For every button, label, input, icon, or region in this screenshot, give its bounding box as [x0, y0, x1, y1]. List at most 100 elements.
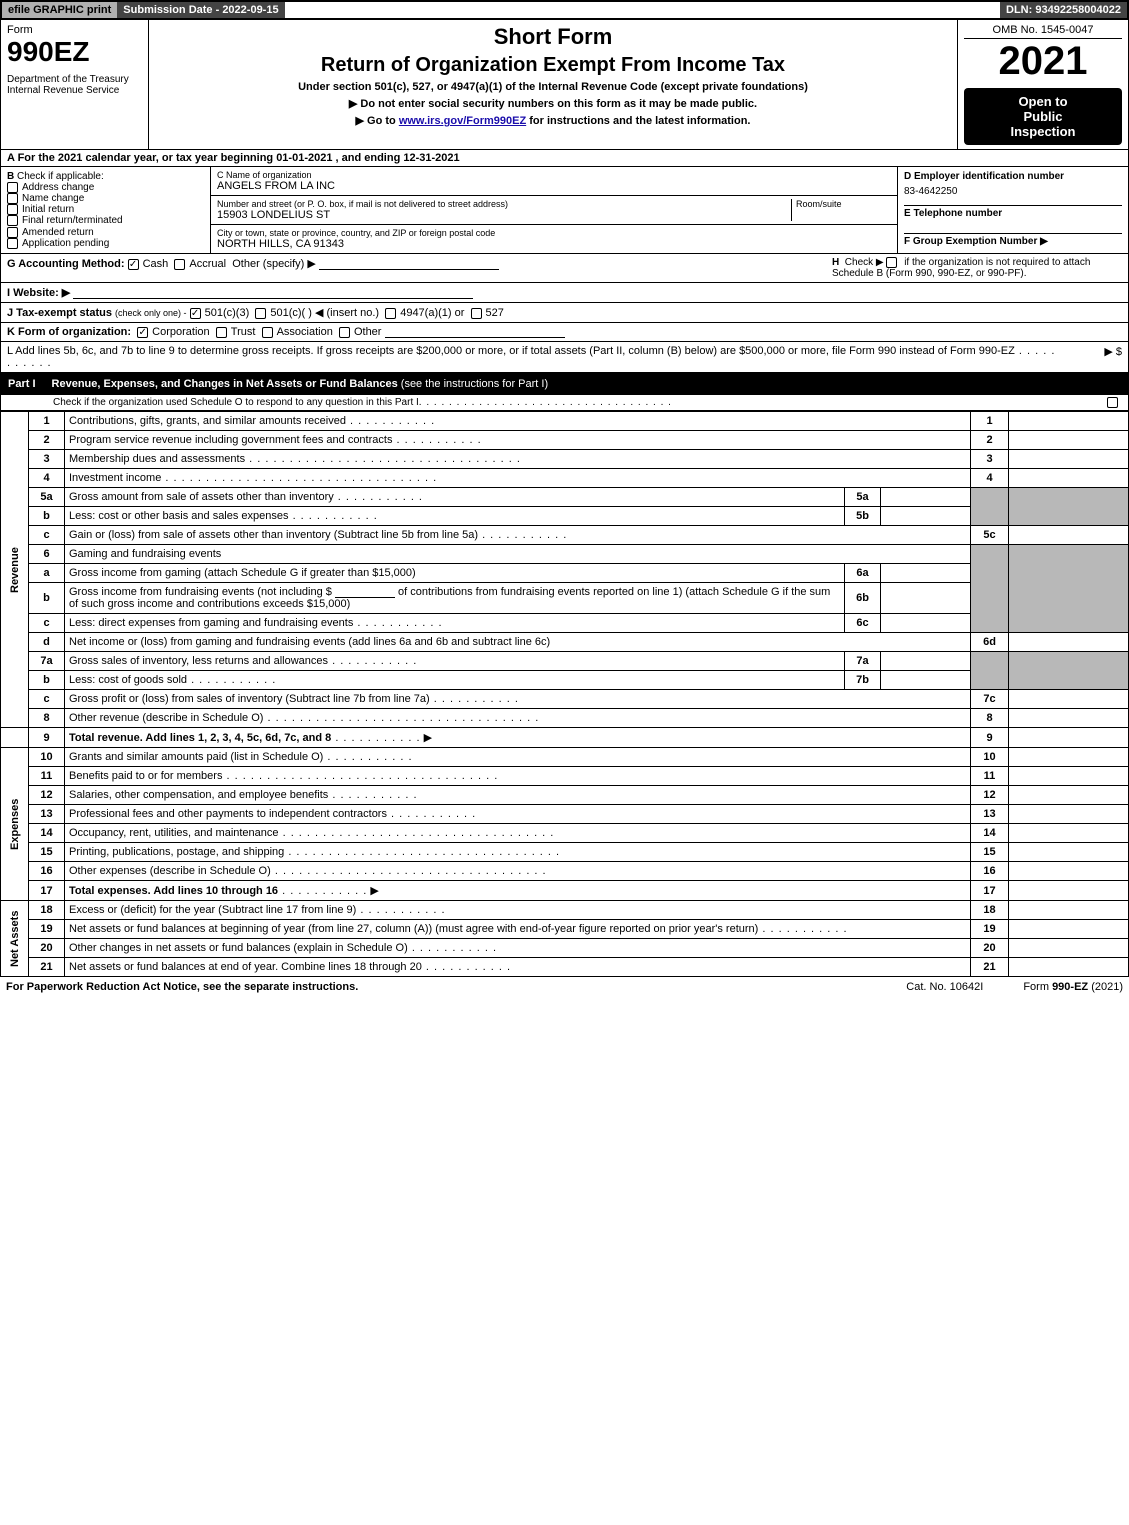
- sub-line-amount[interactable]: [881, 652, 971, 671]
- line-amount[interactable]: [1009, 690, 1129, 709]
- sub-line-num: 6a: [845, 564, 881, 583]
- submission-date-button[interactable]: Submission Date - 2022-09-15: [117, 2, 284, 18]
- goto-link[interactable]: www.irs.gov/Form990EZ: [399, 115, 526, 127]
- line-amount[interactable]: [1009, 633, 1129, 652]
- section-a-tax-year: A For the 2021 calendar year, or tax yea…: [0, 150, 1129, 167]
- line-6b-blank[interactable]: [335, 586, 395, 598]
- section-b-check-label: Check if applicable:: [17, 171, 104, 182]
- sub-line-amount[interactable]: [881, 671, 971, 690]
- checkbox-trust[interactable]: [216, 327, 227, 338]
- checkbox-amended-return[interactable]: [7, 227, 18, 238]
- sub-line-amount[interactable]: [881, 488, 971, 507]
- org-name-cell: C Name of organization ANGELS FROM LA IN…: [211, 167, 897, 196]
- checkbox-association[interactable]: [262, 327, 273, 338]
- line-amount[interactable]: [1009, 412, 1129, 431]
- checkbox-4947[interactable]: [385, 308, 396, 319]
- sub-line-amount[interactable]: [881, 507, 971, 526]
- opt-501c3: 501(c)(3): [205, 307, 250, 319]
- line-text-span: Benefits paid to or for members: [69, 770, 222, 782]
- line-amount[interactable]: [1009, 767, 1129, 786]
- checkbox-h[interactable]: [886, 257, 897, 268]
- line-num: 7a: [29, 652, 65, 671]
- line-amount[interactable]: [1009, 709, 1129, 728]
- sub-line-amount[interactable]: [881, 564, 971, 583]
- line-amount[interactable]: [1009, 958, 1129, 977]
- line-amount[interactable]: [1009, 862, 1129, 881]
- line-text: Printing, publications, postage, and shi…: [65, 843, 971, 862]
- line-amount[interactable]: [1009, 901, 1129, 920]
- sub-line-amount[interactable]: [881, 614, 971, 633]
- ssn-warning: ▶ Do not enter social security numbers o…: [155, 97, 951, 110]
- line-amount[interactable]: [1009, 431, 1129, 450]
- line-amount[interactable]: [1009, 843, 1129, 862]
- checkbox-schedule-o[interactable]: [1107, 397, 1118, 408]
- line-text: Gross amount from sale of assets other t…: [65, 488, 845, 507]
- line-text: Salaries, other compensation, and employ…: [65, 786, 971, 805]
- checkbox-final-return[interactable]: [7, 215, 18, 226]
- part-i-title-suffix: (see the instructions for Part I): [401, 378, 548, 390]
- sub-line-amount[interactable]: [881, 583, 971, 614]
- line-amount[interactable]: [1009, 805, 1129, 824]
- footer-right-suffix: (2021): [1088, 981, 1123, 993]
- line-amount[interactable]: [1009, 748, 1129, 767]
- other-org-input[interactable]: [385, 326, 565, 338]
- table-row: 8 Other revenue (describe in Schedule O)…: [1, 709, 1129, 728]
- sub-line-num: 6c: [845, 614, 881, 633]
- line-amount[interactable]: [1009, 450, 1129, 469]
- line-num: 21: [29, 958, 65, 977]
- checkbox-initial-return[interactable]: [7, 204, 18, 215]
- line-amount[interactable]: [1009, 728, 1129, 748]
- sections-bcd: B Check if applicable: Address change Na…: [0, 167, 1129, 254]
- table-row: b Gross income from fundraising events (…: [1, 583, 1129, 614]
- line-right-num: 18: [971, 901, 1009, 920]
- website-input[interactable]: [73, 287, 473, 299]
- line-right-num: 14: [971, 824, 1009, 843]
- checkbox-527[interactable]: [471, 308, 482, 319]
- table-row: 9 Total revenue. Add lines 1, 2, 3, 4, 5…: [1, 728, 1129, 748]
- table-row: Expenses 10 Grants and similar amounts p…: [1, 748, 1129, 767]
- goto-prefix: ▶ Go to: [356, 115, 399, 127]
- dots-icon: [245, 453, 521, 465]
- line-right-num: 13: [971, 805, 1009, 824]
- opt-name-change: Name change: [22, 193, 84, 204]
- line-num: b: [29, 507, 65, 526]
- checkbox-name-change[interactable]: [7, 193, 18, 204]
- line-text: Gross sales of inventory, less returns a…: [65, 652, 845, 671]
- line-amount[interactable]: [1009, 881, 1129, 901]
- j-label: J Tax-exempt status: [7, 307, 112, 319]
- table-row: 3 Membership dues and assessments 3: [1, 450, 1129, 469]
- line-amount[interactable]: [1009, 824, 1129, 843]
- line-amount[interactable]: [1009, 939, 1129, 958]
- checkbox-501c[interactable]: [255, 308, 266, 319]
- line-amount[interactable]: [1009, 920, 1129, 939]
- checkbox-application-pending[interactable]: [7, 238, 18, 249]
- checkbox-501c3[interactable]: [190, 308, 201, 319]
- checkbox-corporation[interactable]: [137, 327, 148, 338]
- line-amount[interactable]: [1009, 786, 1129, 805]
- table-row: 5a Gross amount from sale of assets othe…: [1, 488, 1129, 507]
- line-text-span: Net assets or fund balances at end of ye…: [69, 961, 422, 973]
- line-num: d: [29, 633, 65, 652]
- opt-527: 527: [486, 307, 504, 319]
- efile-graphic-print-button[interactable]: efile GRAPHIC print: [2, 2, 117, 18]
- line-text: Investment income: [65, 469, 971, 488]
- checkbox-accrual[interactable]: [174, 259, 185, 270]
- line-amount[interactable]: [1009, 526, 1129, 545]
- checkbox-address-change[interactable]: [7, 182, 18, 193]
- table-row: 7a Gross sales of inventory, less return…: [1, 652, 1129, 671]
- line-right-num: 10: [971, 748, 1009, 767]
- opt-trust: Trust: [231, 326, 256, 338]
- h-check-text: Check ▶: [845, 257, 884, 268]
- checkbox-cash[interactable]: [128, 259, 139, 270]
- shaded-cell: [1009, 545, 1129, 633]
- line-num: 10: [29, 748, 65, 767]
- line-amount[interactable]: [1009, 469, 1129, 488]
- addr-value: 15903 LONDELIUS ST: [217, 209, 791, 221]
- table-row: 2 Program service revenue including gove…: [1, 431, 1129, 450]
- checkbox-other-org[interactable]: [339, 327, 350, 338]
- k-label: K Form of organization:: [7, 326, 131, 338]
- table-row: Revenue 1 Contributions, gifts, grants, …: [1, 412, 1129, 431]
- line-text-span: Gain or (loss) from sale of assets other…: [69, 529, 478, 541]
- section-b: B Check if applicable: Address change Na…: [1, 167, 211, 253]
- other-specify-input[interactable]: [319, 258, 499, 270]
